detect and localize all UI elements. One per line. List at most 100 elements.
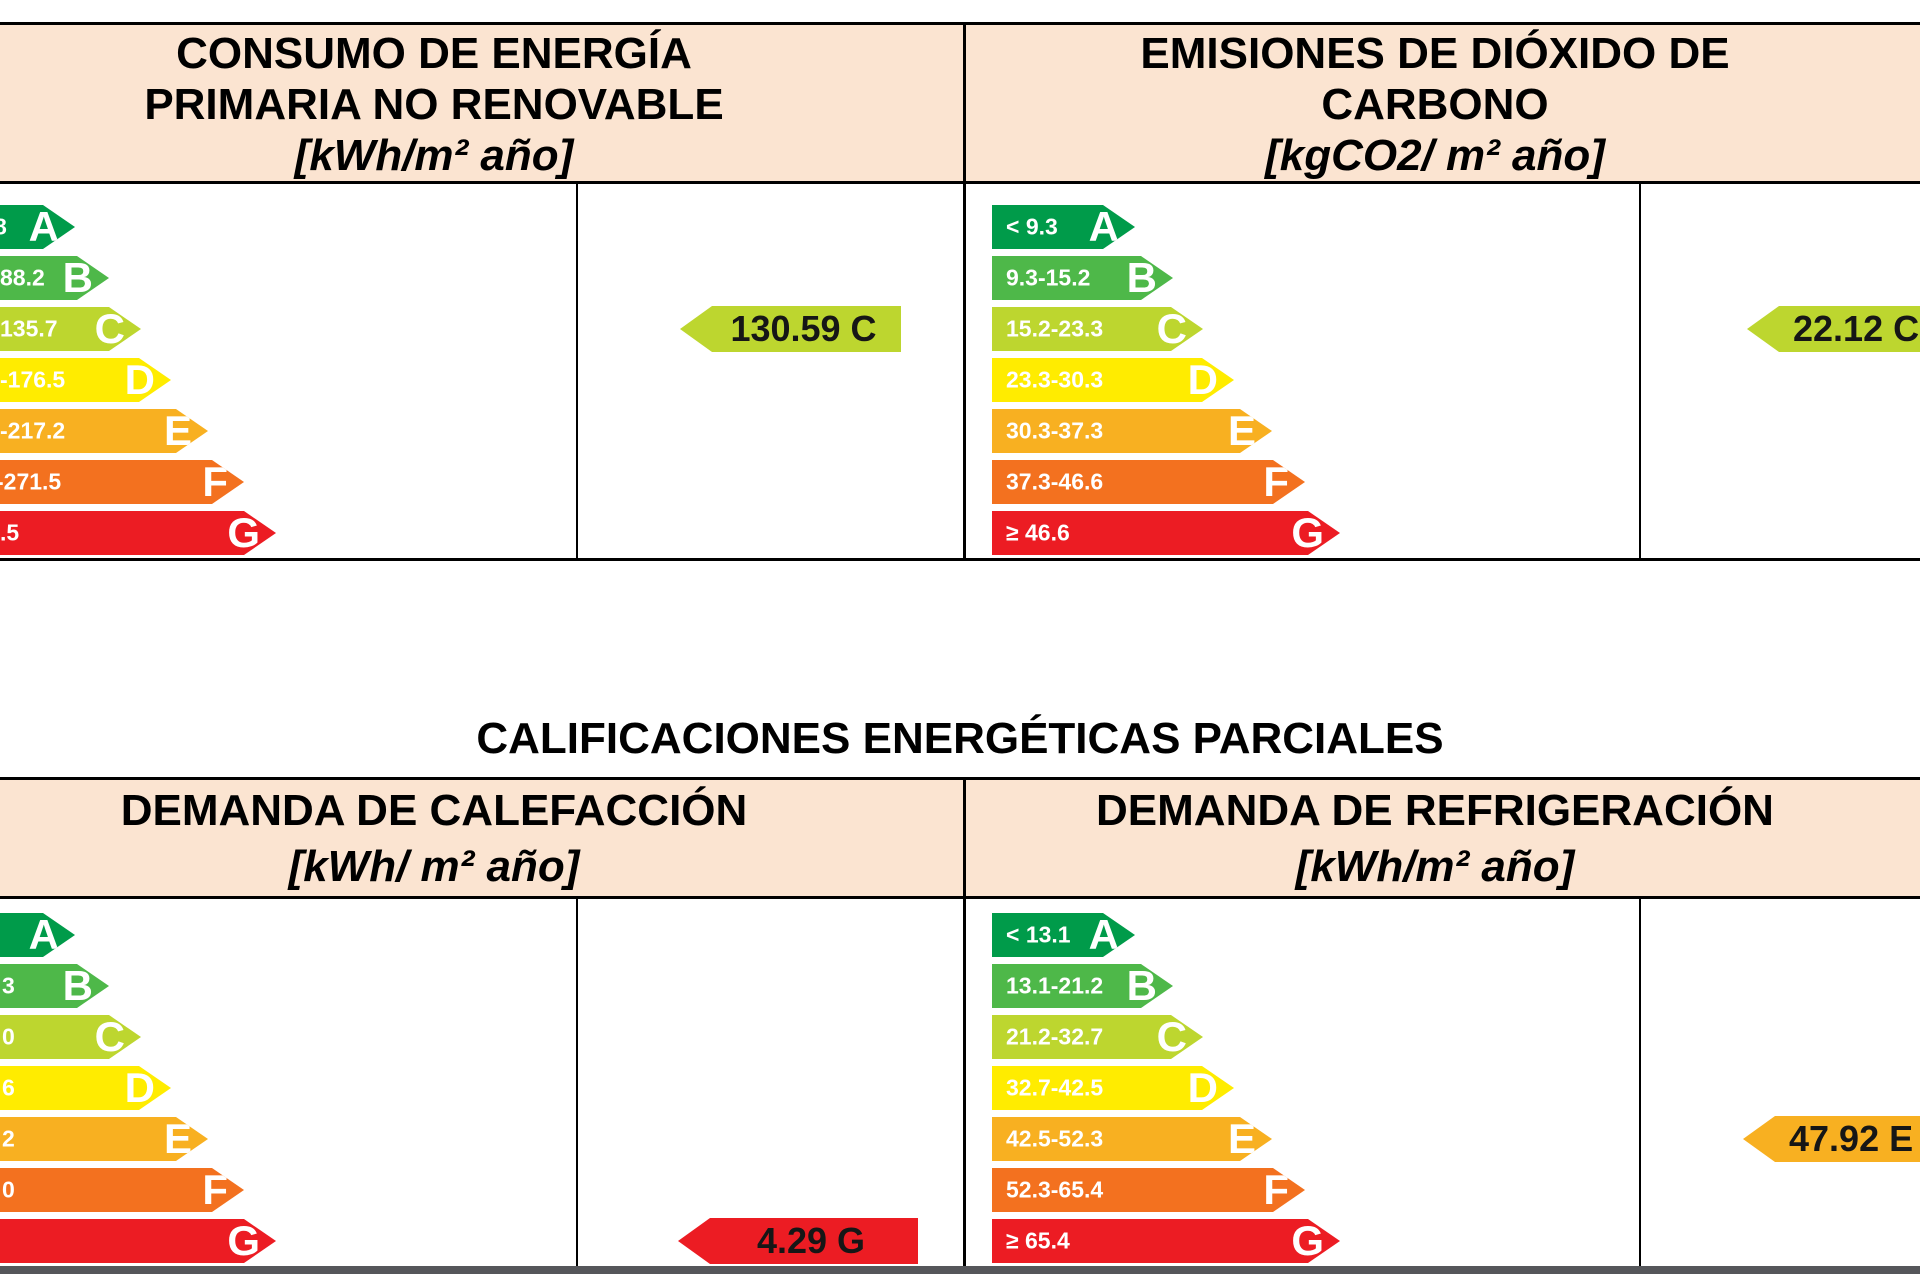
scale-range-label: -217.2 — [0, 417, 66, 444]
scale-letter: F — [202, 1166, 228, 1213]
consumo-energia-primaria-scale-B: 88.2 B — [0, 256, 109, 300]
title-line: PRIMARIA NO RENOVABLE — [144, 80, 724, 129]
title-line: DEMANDA DE REFRIGERACIÓN — [1096, 786, 1774, 835]
demanda-refrigeracion-scale-G: ≥ 65.4 G — [992, 1219, 1340, 1263]
units-line: [kWh/m² año] — [294, 131, 574, 180]
emisiones-co2-value-marker: 22.12 C — [1747, 306, 1920, 352]
scale-range-label: 30.3-37.3 — [1006, 417, 1104, 444]
scale-range-label: < 9.3 — [1006, 213, 1058, 240]
demanda-refrigeracion-scale-B: 13.1-21.2 B — [992, 964, 1173, 1008]
units-line: [kWh/ m² año] — [288, 842, 580, 891]
consumo-energia-primaria-value-marker: 130.59 C — [680, 306, 901, 352]
scale-letter: E — [163, 1115, 192, 1162]
scale-letter: G — [227, 1217, 260, 1264]
emisiones-co2-scale-A: < 9.3 A — [992, 205, 1135, 249]
demanda-refrigeracion-scale-F: 52.3-65.4 F — [992, 1168, 1305, 1212]
bottom-table-bottom-bar — [0, 1266, 1920, 1274]
demanda-calefaccion-scale-G: G — [0, 1219, 276, 1263]
scale-letter: A — [28, 203, 59, 250]
scale-letter: G — [227, 509, 260, 556]
scale-range-label: 42.5-52.3 — [1006, 1125, 1104, 1152]
scale-range-label: 6 — [2, 1074, 15, 1101]
scale-range-label: 3 — [2, 972, 15, 999]
scale-range-label: 52.3-65.4 — [1006, 1176, 1104, 1203]
panel-title-consumo: CONSUMO DE ENERGÍA PRIMARIA NO RENOVABLE… — [34, 28, 834, 181]
title-line: CARBONO — [1321, 80, 1549, 129]
scale-letter: D — [1187, 1064, 1218, 1111]
demanda-calefaccion-value-marker: 4.29 G — [678, 1218, 918, 1264]
header-cell-emisiones — [966, 25, 1920, 181]
scale-letter: C — [94, 1013, 125, 1060]
value-text: 4.29 G — [756, 1220, 866, 1261]
scale-letter: C — [1156, 305, 1187, 352]
title-line: DEMANDA DE CALEFACCIÓN — [120, 786, 748, 835]
emisiones-co2-scale-B: 9.3-15.2 B — [992, 256, 1173, 300]
scale-letter: C — [1156, 1013, 1187, 1060]
value-text: 47.92 E — [1789, 1118, 1914, 1159]
scale-letter: F — [1263, 458, 1289, 505]
title-line: CONSUMO DE ENERGÍA — [176, 29, 692, 78]
scale-letter: B — [1126, 254, 1157, 301]
scale-letter: F — [1263, 1166, 1289, 1213]
scale-range-label: 32.7-42.5 — [1006, 1074, 1104, 1101]
value-text: 130.59 C — [730, 308, 877, 349]
demanda-refrigeracion-scale-E: 42.5-52.3 E — [992, 1117, 1272, 1161]
scale-range-label: 37.3-46.6 — [1006, 468, 1104, 495]
scale-range-label: -271.5 — [0, 468, 62, 495]
scale-letter: G — [1291, 1217, 1324, 1264]
top-table-center-divider — [963, 22, 966, 561]
header-cell-consumo — [0, 25, 963, 181]
calefaccion-value-cell-divider — [576, 899, 578, 1266]
consumo-energia-primaria-scale-G: .5 G — [0, 511, 276, 555]
demanda-refrigeracion-value-marker: 47.92 E — [1743, 1116, 1920, 1162]
emisiones-co2-scale-D: 23.3-30.3 D — [992, 358, 1234, 402]
demanda-calefaccion-scale-A: A — [0, 913, 75, 957]
bottom-table-center-divider — [963, 777, 966, 1266]
top-table-top-border — [0, 22, 1920, 25]
scale-range-label: 13.1-21.2 — [1006, 972, 1104, 999]
scale-letter: B — [1126, 962, 1157, 1009]
emisiones-value-cell-divider — [1639, 184, 1641, 558]
emisiones-co2-scale-G: ≥ 46.6 G — [992, 511, 1340, 555]
scale-letter: F — [202, 458, 228, 505]
scale-letter: B — [62, 254, 93, 301]
emisiones-co2-scale-E: 30.3-37.3 E — [992, 409, 1272, 453]
demanda-refrigeracion-scale-C: 21.2-32.7 C — [992, 1015, 1203, 1059]
panel-title-calefaccion: DEMANDA DE CALEFACCIÓN [kWh/ m² año] — [34, 783, 834, 895]
bottom-table-top-border — [0, 777, 1920, 780]
demanda-refrigeracion-scale-A: < 13.1 A — [992, 913, 1135, 957]
scale-letter: B — [62, 962, 93, 1009]
top-table-header-separator — [0, 181, 1920, 184]
bottom-table-header-separator — [0, 896, 1920, 899]
scale-range-label: 21.2-32.7 — [1006, 1023, 1104, 1050]
header-cell-calefaccion — [0, 780, 963, 896]
scale-range-label: 2 — [2, 1125, 15, 1152]
scale-letter: E — [1227, 407, 1256, 454]
scale-range-label: 8 — [0, 213, 7, 240]
consumo-energia-primaria-scale-D: -176.5 D — [0, 358, 171, 402]
consumo-value-cell-divider — [576, 184, 578, 558]
scale-range-label: 135.7 — [0, 315, 58, 342]
scale-letter: D — [124, 356, 155, 403]
scale-letter: A — [1088, 203, 1119, 250]
units-line: [kgCO2/ m² año] — [1265, 131, 1605, 180]
scale-range-label: 9.3-15.2 — [1006, 264, 1091, 291]
scale-letter: E — [1227, 1115, 1256, 1162]
scale-letter: D — [124, 1064, 155, 1111]
scale-range-label: 23.3-30.3 — [1006, 366, 1104, 393]
scale-letter: C — [94, 305, 125, 352]
consumo-energia-primaria-scale-F: -271.5 F — [0, 460, 244, 504]
top-table-bottom-border — [0, 558, 1920, 561]
scale-letter: A — [28, 911, 59, 958]
scale-letter: D — [1187, 356, 1218, 403]
scale-range-label: ≥ 65.4 — [1006, 1227, 1070, 1254]
consumo-energia-primaria-scale-E: -217.2 E — [0, 409, 208, 453]
value-text: 22.12 C — [1793, 308, 1920, 349]
title-line: EMISIONES DE DIÓXIDO DE — [1140, 29, 1730, 78]
